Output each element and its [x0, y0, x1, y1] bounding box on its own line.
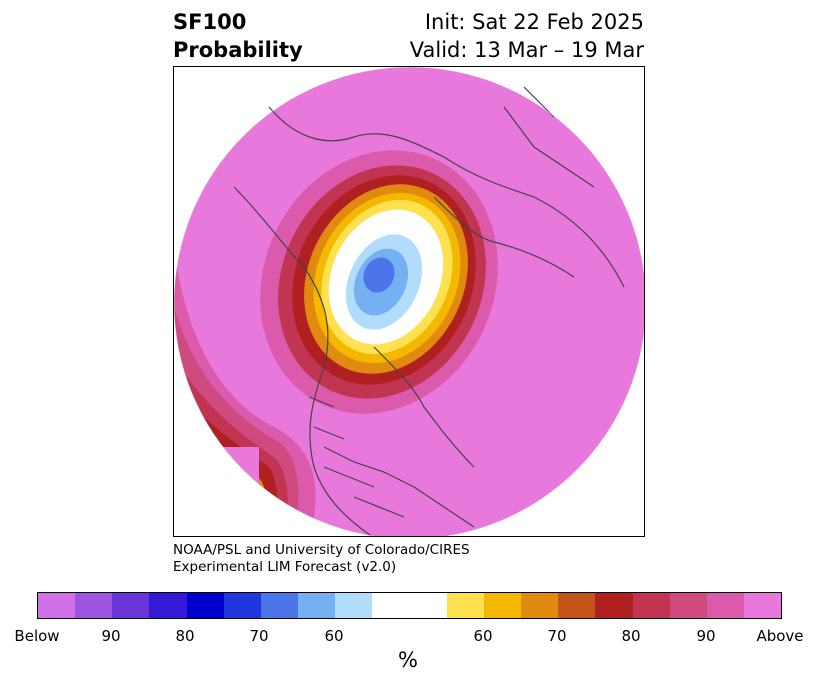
colorbar-swatch [669, 593, 707, 618]
title-left: SF100 Probability [173, 8, 303, 64]
title-right: Init: Sat 22 Feb 2025 Valid: 13 Mar – 19… [410, 8, 644, 64]
colorbar-swatch [186, 593, 224, 618]
colorbar-tick-label: 60 [324, 627, 344, 645]
colorbar-swatch [446, 593, 484, 618]
title-probability: Probability [173, 38, 303, 62]
colorbar-tick-label: 80 [621, 627, 641, 645]
colorbar-swatch [298, 593, 336, 618]
colorbar-swatch [335, 593, 373, 618]
title-variable: SF100 [173, 10, 247, 34]
colorbar-tick-label: 70 [547, 627, 567, 645]
colorbar-swatch [595, 593, 633, 618]
valid-range: Valid: 13 Mar – 19 Mar [409, 38, 644, 62]
colorbar-swatch [75, 593, 113, 618]
colorbar-swatch [38, 593, 76, 618]
map-panel [173, 66, 645, 537]
init-date: Init: Sat 22 Feb 2025 [424, 10, 644, 34]
colorbar-tick-label: Below [14, 627, 60, 645]
colorbar-swatch [149, 593, 187, 618]
colorbar-swatch [558, 593, 596, 618]
colorbar-tick-label: 90 [696, 627, 716, 645]
colorbar-swatch [372, 593, 410, 618]
colorbar-unit: % [398, 648, 418, 672]
credit-line1: NOAA/PSL and University of Colorado/CIRE… [173, 542, 470, 558]
colorbar [37, 592, 782, 619]
coastlines [233, 86, 625, 536]
colorbar-swatch [743, 593, 782, 618]
probability-field [174, 67, 644, 536]
colorbar-tick-label: 80 [175, 627, 195, 645]
polar-map [174, 67, 644, 536]
colorbar-swatch [706, 593, 744, 618]
colorbar-swatch [112, 593, 150, 618]
colorbar-tick-label: 60 [473, 627, 493, 645]
colorbar-tick-label: 70 [249, 627, 269, 645]
colorbar-tick-label: 90 [101, 627, 121, 645]
colorbar-swatch [409, 593, 447, 618]
colorbar-swatch [260, 593, 299, 618]
colorbar-ticks: Below 90 80 70 60 60 70 80 90 Above [0, 627, 819, 647]
colorbar-swatch [483, 593, 522, 618]
colorbar-swatch [223, 593, 261, 618]
colorbar-swatch [632, 593, 670, 618]
colorbar-swatch [521, 593, 559, 618]
credit-line2: Experimental LIM Forecast (v2.0) [173, 559, 397, 575]
colorbar-tick-label: Above [756, 627, 804, 645]
credit-block: NOAA/PSL and University of Colorado/CIRE… [173, 542, 470, 576]
